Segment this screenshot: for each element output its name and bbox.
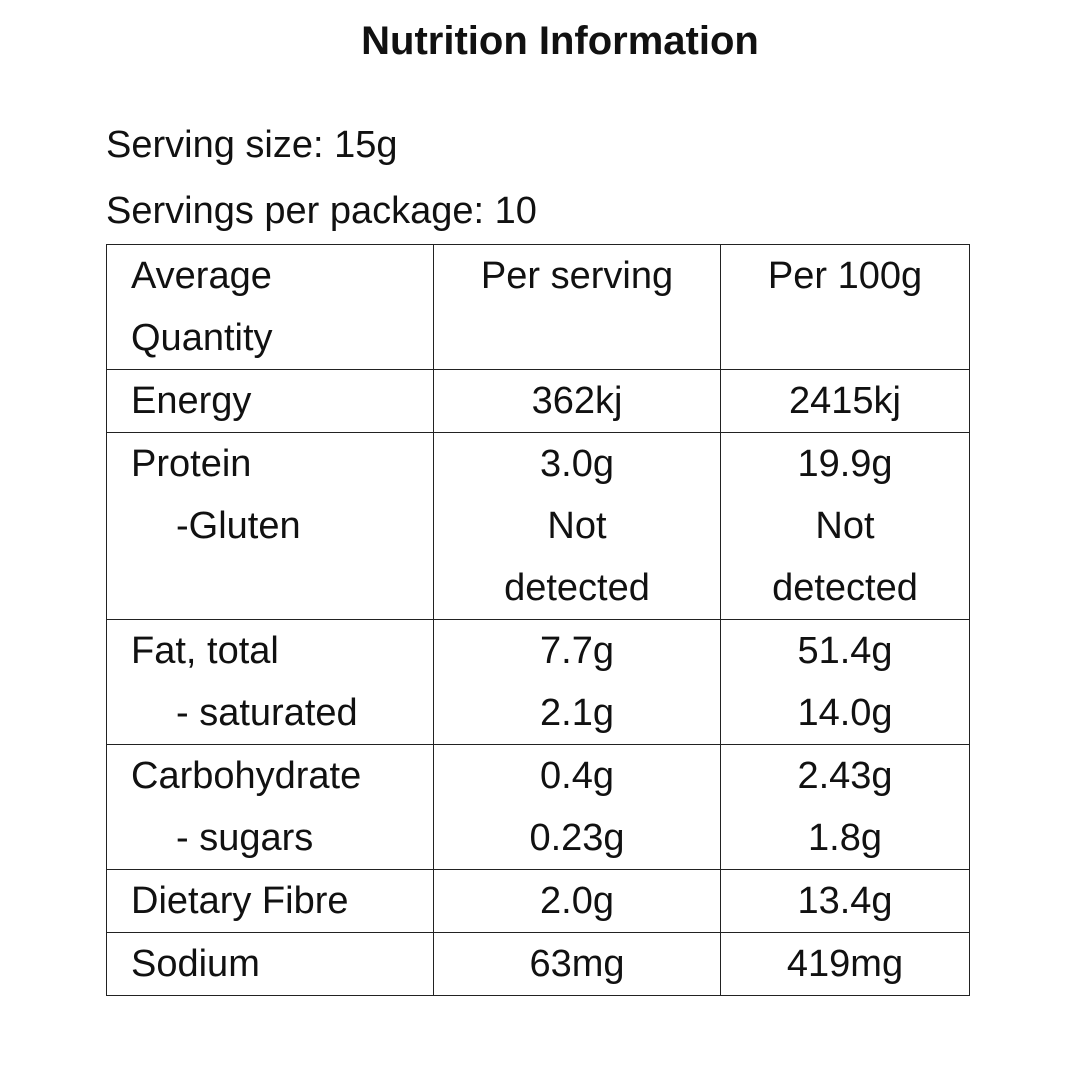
nutrient-name: - saturated xyxy=(176,692,358,734)
per-100g-value-cell: 419mg xyxy=(720,932,970,996)
per-100g-value: 1.8g xyxy=(808,817,882,859)
per-100g-value: 14.0g xyxy=(797,692,893,734)
page-title: Nutrition Information xyxy=(361,19,759,63)
per-serving-value: detected xyxy=(504,567,650,609)
per-100g-value: 19.9g xyxy=(797,443,893,485)
header-text: Per 100g xyxy=(767,255,923,297)
header-per-100g: Per 100g xyxy=(720,244,970,370)
table-row: Sodium 63mg 419mg xyxy=(106,932,970,996)
table-row: Dietary Fibre 2.0g 13.4g xyxy=(106,869,970,933)
per-serving-value: 362kj xyxy=(531,380,623,422)
per-serving-value: 7.7g xyxy=(540,630,614,672)
nutrient-name: -Gluten xyxy=(176,505,301,547)
header-per-serving: Per serving xyxy=(433,244,721,370)
per-100g-value-cell: 2.43g 1.8g xyxy=(720,744,970,870)
per-serving-value-cell: 3.0g Not detected xyxy=(433,432,721,620)
per-serving-value: 0.4g xyxy=(540,755,614,797)
nutrient-name-cell: Fat, total - saturated xyxy=(106,619,434,745)
nutrient-name-cell: Protein -Gluten xyxy=(106,432,434,620)
per-100g-value: 2415kj xyxy=(789,380,901,422)
nutrition-table: Average Quantity Per serving Per 100g En… xyxy=(106,244,970,996)
per-100g-value: 419mg xyxy=(786,943,904,985)
per-100g-value-cell: 51.4g 14.0g xyxy=(720,619,970,745)
header-text: Average xyxy=(131,255,272,297)
nutrient-name: - sugars xyxy=(176,817,314,859)
header-text: Per serving xyxy=(480,255,674,297)
table-row: Protein -Gluten 3.0g Not detected 19.9g Not det… xyxy=(106,432,970,620)
per-serving-value-cell: 362kj xyxy=(433,369,721,433)
per-serving-value-cell: 0.4g 0.23g xyxy=(433,744,721,870)
per-serving-value: 0.23g xyxy=(529,817,625,859)
per-serving-value: 3.0g xyxy=(540,443,614,485)
table-row: Fat, total - saturated 7.7g 2.1g 51.4g 14.0g xyxy=(106,619,970,745)
per-100g-value: 2.43g xyxy=(797,755,893,797)
table-row: Carbohydrate - sugars 0.4g 0.23g 2.43g 1.8g xyxy=(106,744,970,870)
nutrient-name-cell: Energy xyxy=(106,369,434,433)
nutrient-name: Fat, total xyxy=(131,630,279,672)
per-100g-value-cell: 13.4g xyxy=(720,869,970,933)
per-serving-value: 2.1g xyxy=(540,692,614,734)
table-row: Energy 362kj 2415kj xyxy=(106,369,970,433)
header-average-quantity: Average Quantity xyxy=(106,244,434,370)
nutrient-name-cell: Sodium xyxy=(106,932,434,996)
servings-per-package: Servings per package: 10 xyxy=(106,190,537,232)
nutrient-name: Dietary Fibre xyxy=(131,880,349,922)
nutrient-name: Sodium xyxy=(131,943,260,985)
nutrient-name: Energy xyxy=(131,380,252,422)
per-100g-value: Not xyxy=(815,505,875,547)
per-serving-value: 2.0g xyxy=(540,880,614,922)
per-serving-value: 63mg xyxy=(529,943,625,985)
per-serving-value-cell: 2.0g xyxy=(433,869,721,933)
nutrient-name-cell: Carbohydrate - sugars xyxy=(106,744,434,870)
per-100g-value-cell: 2415kj xyxy=(720,369,970,433)
per-100g-value: 51.4g xyxy=(797,630,893,672)
nutrient-name-cell: Dietary Fibre xyxy=(106,869,434,933)
per-100g-value-cell: 19.9g Not detected xyxy=(720,432,970,620)
table-header-row: Average Quantity Per serving Per 100g xyxy=(106,244,970,370)
per-100g-value: detected xyxy=(772,567,918,609)
nutrient-name: Carbohydrate xyxy=(131,755,362,797)
per-serving-value-cell: 63mg xyxy=(433,932,721,996)
nutrient-name: Protein xyxy=(131,443,252,485)
serving-size: Serving size: 15g xyxy=(106,124,398,166)
per-serving-value-cell: 7.7g 2.1g xyxy=(433,619,721,745)
per-100g-value: 13.4g xyxy=(797,880,893,922)
header-text: Quantity xyxy=(131,317,273,359)
per-serving-value: Not xyxy=(547,505,607,547)
